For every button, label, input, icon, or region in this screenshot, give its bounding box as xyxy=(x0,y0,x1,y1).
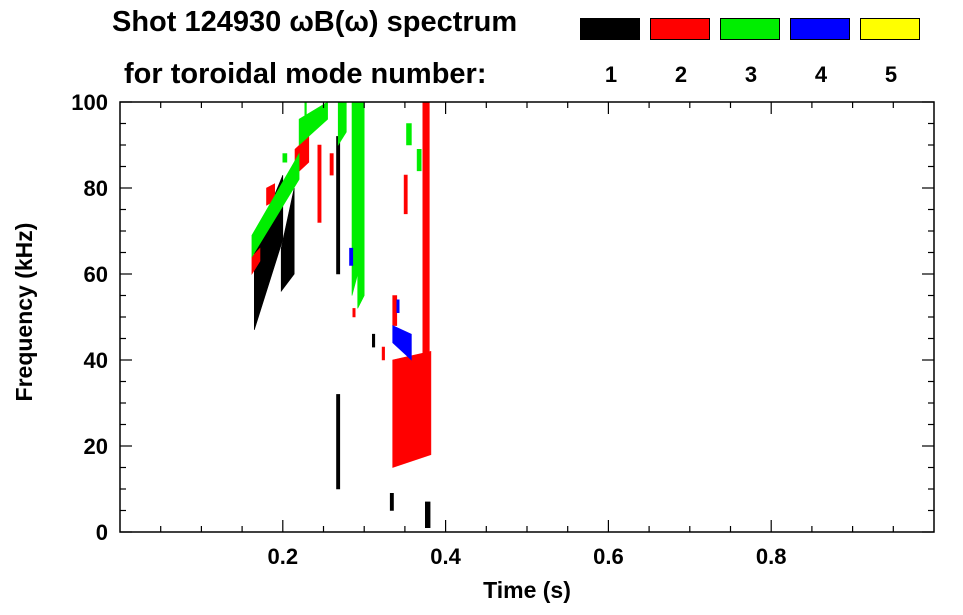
legend-swatch xyxy=(580,18,640,40)
spectrum-patch-mode-2 xyxy=(422,101,430,382)
spectrum-patch-mode-3 xyxy=(351,101,359,296)
legend-item-mode-4: 4 xyxy=(790,18,852,98)
legend-swatch xyxy=(650,18,710,40)
spectrum-patch-mode-2 xyxy=(392,295,398,326)
y-tick-label: 0 xyxy=(96,520,108,545)
spectrum-patch-mode-3 xyxy=(357,101,365,309)
spectrum-patch-mode-1 xyxy=(336,136,341,275)
spectrum-patch-mode-3 xyxy=(251,152,300,258)
spectrum-patch-mode-2 xyxy=(251,247,261,276)
chart-subtitle: for toroidal mode number: xyxy=(124,58,487,90)
spectrum-patch-mode-3 xyxy=(298,101,328,146)
legend-item-mode-2: 2 xyxy=(650,18,712,98)
legend: 1 2 3 4 5 xyxy=(580,18,930,98)
spectrum-patch-mode-3 xyxy=(337,101,347,147)
x-tick-label: 0.2 xyxy=(268,544,299,569)
legend-label: 5 xyxy=(884,62,898,87)
legend-swatch xyxy=(720,18,780,40)
spectrum-patch-mode-2 xyxy=(381,346,385,361)
spectrum-patch-mode-2 xyxy=(392,351,432,468)
x-axis-label: Time (s) xyxy=(483,577,571,603)
spectrum-patch-mode-1 xyxy=(424,501,431,529)
legend-label: 2 xyxy=(674,62,688,87)
y-tick-label: 40 xyxy=(84,348,108,373)
spectrum-patch-mode-4 xyxy=(392,325,412,361)
spectrum-patch-mode-4 xyxy=(396,299,400,314)
spectrum-patch-mode-2 xyxy=(403,174,408,215)
spectrogram-patches xyxy=(251,101,432,529)
x-tick-label: 0.6 xyxy=(593,544,624,569)
y-tick-label: 60 xyxy=(84,262,108,287)
x-axis-ticks: 0.2 0.4 0.6 0.8 xyxy=(160,102,894,569)
y-tick-label: 80 xyxy=(84,176,108,201)
legend-label: 1 xyxy=(604,62,618,87)
spectrum-patch-mode-2 xyxy=(317,144,322,223)
legend-item-mode-3: 3 xyxy=(720,18,782,98)
spectrum-patch-mode-1 xyxy=(389,492,394,511)
x-tick-label: 0.8 xyxy=(756,544,787,569)
chart-title: Shot 124930 ωB(ω) spectrum xyxy=(112,6,518,38)
legend-swatch xyxy=(790,18,850,40)
spectrum-patch-mode-1 xyxy=(371,333,376,348)
spectrum-patch-mode-3 xyxy=(304,101,307,137)
legend-item-mode-5: 5 xyxy=(860,18,922,98)
spectrum-patch-mode-3 xyxy=(282,153,288,163)
plot-frame xyxy=(119,101,935,533)
y-tick-label: 100 xyxy=(71,90,108,115)
legend-item-mode-1: 1 xyxy=(580,18,642,98)
spectrum-patch-mode-3 xyxy=(416,149,422,172)
spectrum-patch-mode-1 xyxy=(336,394,341,490)
spectrum-patch-mode-2 xyxy=(352,308,356,318)
legend-swatch xyxy=(860,18,920,40)
legend-label: 3 xyxy=(744,62,758,87)
spectrum-patch-mode-4 xyxy=(349,247,354,266)
spectrum-patch-mode-3 xyxy=(406,123,412,146)
spectrum-patch-mode-2 xyxy=(329,153,334,176)
y-axis-label: Frequency (kHz) xyxy=(11,223,37,402)
y-tick-label: 20 xyxy=(84,434,108,459)
x-tick-label: 0.4 xyxy=(430,544,461,569)
y-axis-ticks: 0 20 40 60 80 100 xyxy=(71,90,934,545)
legend-label: 4 xyxy=(814,62,828,87)
